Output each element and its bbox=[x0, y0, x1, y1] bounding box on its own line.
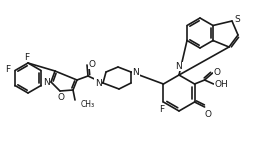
Text: O: O bbox=[89, 59, 96, 69]
Text: N: N bbox=[133, 67, 139, 77]
Text: O: O bbox=[213, 67, 220, 77]
Text: N: N bbox=[94, 78, 101, 87]
Text: S: S bbox=[234, 15, 240, 24]
Text: N: N bbox=[176, 62, 182, 71]
Text: N: N bbox=[43, 78, 49, 86]
Text: F: F bbox=[5, 65, 11, 74]
Text: F: F bbox=[159, 104, 164, 114]
Text: CH₃: CH₃ bbox=[81, 99, 95, 108]
Text: O: O bbox=[58, 92, 65, 102]
Text: F: F bbox=[25, 53, 29, 62]
Text: O: O bbox=[204, 110, 211, 119]
Text: OH: OH bbox=[215, 79, 228, 89]
